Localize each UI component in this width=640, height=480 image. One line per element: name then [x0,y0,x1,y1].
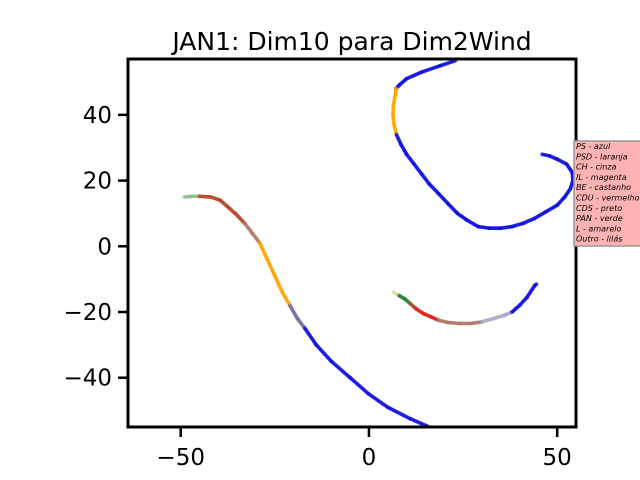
chart-title: JAN1: Dim10 para Dim2Wind [170,27,531,56]
legend-entry: CDS - preto [576,204,622,213]
x-tick-label: −50 [156,445,205,471]
legend-entry: PS - azul [576,142,611,151]
y-tick-label: 20 [83,169,112,195]
data-point [534,282,539,286]
legend-entry: Outro - lilás [576,235,622,244]
legend-entry: PSD - laranja [576,152,628,161]
data-point [540,152,544,157]
y-tick-label: −40 [63,366,112,392]
legend-entry: CDU - vermelho [576,194,640,203]
series-2 [391,59,575,231]
series-1 [182,194,432,427]
y-tick-label: 0 [97,234,112,260]
x-tick-label: 50 [543,445,572,471]
x-tick-label: 0 [362,445,377,471]
series-3 [391,282,539,326]
legend-entry: CH - cinza [576,163,616,172]
legend-entry: BE - castanho [576,183,631,192]
legend-entry: L - amarelo [576,224,621,233]
plot-frame [126,57,578,429]
y-tick-label: 40 [83,103,112,129]
legend-entry: PAN - verde [576,214,623,223]
legend-entry: IL - magenta [576,173,627,182]
axes: −50 0 50 −40 −20 0 20 40 [63,103,571,471]
data-layer [182,59,575,427]
y-tick-label: −20 [63,300,112,326]
legend-box [573,140,640,247]
